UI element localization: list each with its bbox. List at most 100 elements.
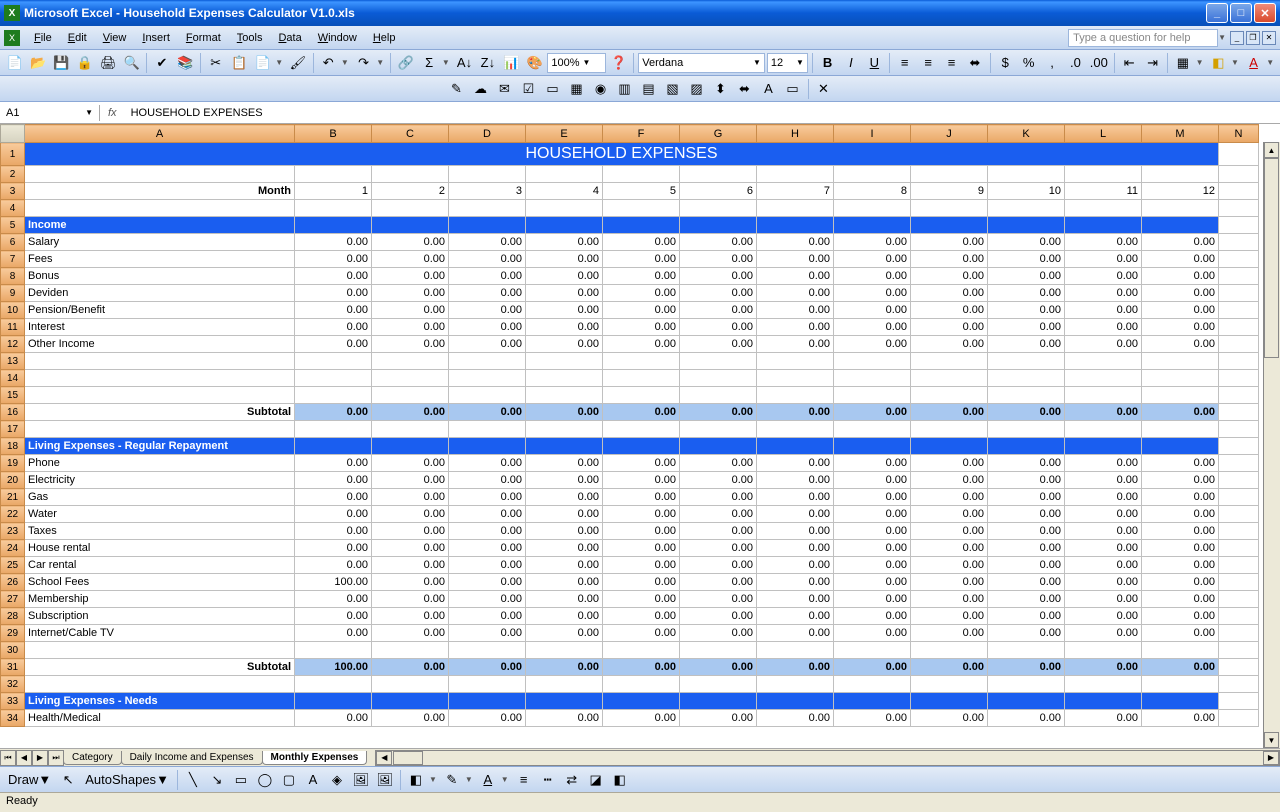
font-color-draw-icon[interactable]: A <box>477 769 499 791</box>
cell[interactable] <box>757 642 834 659</box>
month-cell[interactable]: 8 <box>834 183 911 200</box>
mdi-close-button[interactable]: ✕ <box>1262 31 1276 45</box>
menu-tools[interactable]: Tools <box>229 29 271 47</box>
cell[interactable] <box>372 387 449 404</box>
copy-icon[interactable]: 📋 <box>228 52 249 74</box>
underline-icon[interactable]: U <box>864 52 885 74</box>
bold-icon[interactable]: B <box>817 52 838 74</box>
section-header-cell[interactable] <box>911 438 988 455</box>
cell[interactable] <box>603 166 680 183</box>
value-cell[interactable]: 0.00 <box>911 625 988 642</box>
value-cell[interactable]: 0.00 <box>1065 472 1142 489</box>
value-cell[interactable]: 0.00 <box>988 472 1065 489</box>
maximize-button[interactable]: □ <box>1230 3 1252 23</box>
dash-style-icon[interactable]: ┅ <box>537 769 559 791</box>
font-name-combo[interactable]: Verdana▼ <box>638 53 765 73</box>
value-cell[interactable]: 0.00 <box>757 574 834 591</box>
cell[interactable] <box>1219 200 1259 217</box>
cell[interactable] <box>449 200 526 217</box>
section-header-cell[interactable] <box>680 217 757 234</box>
value-cell[interactable]: 0.00 <box>526 506 603 523</box>
value-cell[interactable]: 0.00 <box>1065 591 1142 608</box>
row-header-24[interactable]: 24 <box>1 540 25 557</box>
subtotal-cell[interactable]: 0.00 <box>526 404 603 421</box>
research-icon[interactable]: 📚 <box>175 52 196 74</box>
cell[interactable] <box>834 200 911 217</box>
row-label-cell[interactable]: Taxes <box>25 523 295 540</box>
cell[interactable] <box>449 642 526 659</box>
value-cell[interactable]: 0.00 <box>988 540 1065 557</box>
value-cell[interactable]: 0.00 <box>757 710 834 727</box>
row-header-29[interactable]: 29 <box>1 625 25 642</box>
value-cell[interactable]: 0.00 <box>834 489 911 506</box>
cell[interactable] <box>526 353 603 370</box>
row-label-cell[interactable]: Subscription <box>25 608 295 625</box>
value-cell[interactable]: 0.00 <box>526 319 603 336</box>
section-header-cell[interactable] <box>603 693 680 710</box>
cell[interactable] <box>757 421 834 438</box>
cell[interactable] <box>1219 506 1259 523</box>
page-title-cell[interactable]: HOUSEHOLD EXPENSES <box>25 143 1219 166</box>
row-header-13[interactable]: 13 <box>1 353 25 370</box>
value-cell[interactable]: 0.00 <box>757 540 834 557</box>
subtotal-label-cell[interactable]: Subtotal <box>25 659 295 676</box>
value-cell[interactable]: 0.00 <box>911 574 988 591</box>
cell[interactable] <box>25 370 295 387</box>
value-cell[interactable]: 100.00 <box>295 574 372 591</box>
row-header-15[interactable]: 15 <box>1 387 25 404</box>
clipart-icon[interactable]: 🖼 <box>350 769 372 791</box>
value-cell[interactable]: 0.00 <box>1142 234 1219 251</box>
value-cell[interactable]: 0.00 <box>526 608 603 625</box>
month-cell[interactable]: 9 <box>911 183 988 200</box>
row-label-cell[interactable]: Bonus <box>25 268 295 285</box>
subtotal-cell[interactable]: 0.00 <box>911 659 988 676</box>
open-icon[interactable]: 📂 <box>27 52 48 74</box>
value-cell[interactable]: 0.00 <box>834 472 911 489</box>
value-cell[interactable]: 0.00 <box>603 285 680 302</box>
row-label-cell[interactable]: Phone <box>25 455 295 472</box>
row-header-21[interactable]: 21 <box>1 489 25 506</box>
value-cell[interactable]: 0.00 <box>372 608 449 625</box>
value-cell[interactable]: 0.00 <box>834 234 911 251</box>
cell[interactable] <box>1219 387 1259 404</box>
value-cell[interactable]: 0.00 <box>603 234 680 251</box>
value-cell[interactable]: 0.00 <box>988 557 1065 574</box>
cell[interactable] <box>680 370 757 387</box>
value-cell[interactable]: 0.00 <box>295 234 372 251</box>
section-header-cell[interactable] <box>680 438 757 455</box>
value-cell[interactable]: 0.00 <box>372 710 449 727</box>
cell[interactable] <box>1142 676 1219 693</box>
value-cell[interactable]: 0.00 <box>911 319 988 336</box>
cell[interactable] <box>834 642 911 659</box>
subtotal-cell[interactable]: 0.00 <box>603 659 680 676</box>
value-cell[interactable]: 0.00 <box>988 608 1065 625</box>
value-cell[interactable]: 0.00 <box>603 574 680 591</box>
value-cell[interactable]: 0.00 <box>526 574 603 591</box>
tool-icon[interactable]: ☑ <box>518 78 540 100</box>
value-cell[interactable]: 0.00 <box>757 234 834 251</box>
value-cell[interactable]: 0.00 <box>1065 557 1142 574</box>
month-cell[interactable]: 10 <box>988 183 1065 200</box>
value-cell[interactable]: 0.00 <box>834 506 911 523</box>
cell[interactable] <box>1219 489 1259 506</box>
tool-icon[interactable]: ✎ <box>446 78 468 100</box>
section-header-cell[interactable] <box>526 438 603 455</box>
value-cell[interactable]: 0.00 <box>449 591 526 608</box>
section-header-cell[interactable] <box>988 217 1065 234</box>
value-cell[interactable]: 0.00 <box>680 472 757 489</box>
cell[interactable] <box>526 200 603 217</box>
menu-help[interactable]: Help <box>365 29 404 47</box>
cell[interactable] <box>1219 625 1259 642</box>
draw-menu[interactable]: Draw ▼ <box>4 769 55 791</box>
cell[interactable] <box>988 421 1065 438</box>
value-cell[interactable]: 0.00 <box>526 268 603 285</box>
value-cell[interactable]: 0.00 <box>295 710 372 727</box>
value-cell[interactable]: 0.00 <box>680 540 757 557</box>
value-cell[interactable]: 0.00 <box>1142 268 1219 285</box>
section-header-cell[interactable] <box>372 438 449 455</box>
subtotal-cell[interactable]: 0.00 <box>988 404 1065 421</box>
cell[interactable] <box>449 166 526 183</box>
value-cell[interactable]: 0.00 <box>449 302 526 319</box>
mdi-restore-button[interactable]: ❐ <box>1246 31 1260 45</box>
print-preview-icon[interactable]: 🔍 <box>121 52 142 74</box>
